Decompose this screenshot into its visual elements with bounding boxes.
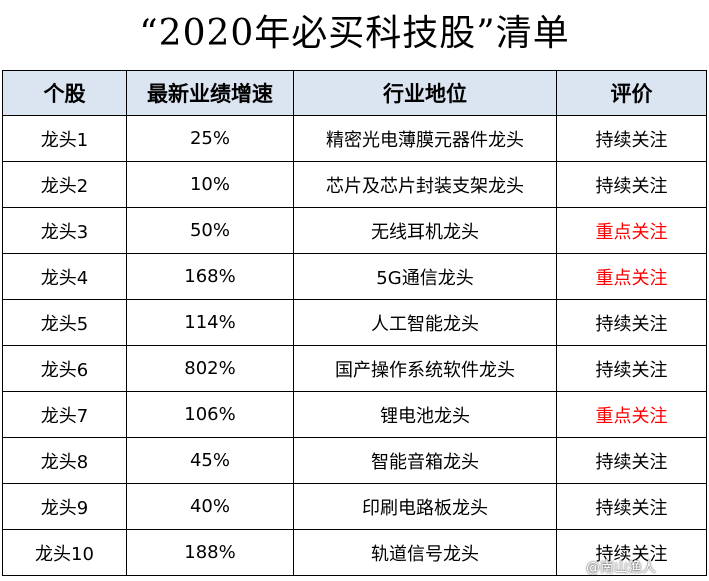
cell-growth: 40% [126, 483, 294, 530]
page-title: “2020年必买科技股”清单 [139, 13, 570, 54]
cell-stock: 龙头3 [2, 207, 127, 254]
cell-stock: 龙头7 [2, 391, 127, 438]
cell-growth: 168% [126, 253, 294, 300]
table-row: 龙头9 40% 印刷电路板龙头 持续关注 [2, 483, 707, 530]
header-position: 行业地位 [293, 70, 557, 116]
cell-stock: 龙头1 [2, 115, 127, 162]
table-row: 龙头5 114% 人工智能龙头 持续关注 [2, 299, 707, 346]
cell-rating: 持续关注 [556, 483, 707, 530]
cell-growth: 106% [126, 391, 294, 438]
cell-stock: 龙头6 [2, 345, 127, 392]
cell-rating: 重点关注 [556, 253, 707, 300]
table-row: 龙头4 168% 5G通信龙头 重点关注 [2, 253, 707, 300]
cell-rating: 持续关注 [556, 161, 707, 208]
cell-position: 芯片及芯片封装支架龙头 [293, 161, 557, 208]
cell-growth: 114% [126, 299, 294, 346]
cell-growth: 10% [126, 161, 294, 208]
stock-table: 个股 最新业绩增速 行业地位 评价 龙头1 25% 精密光电薄膜元器件龙头 持续… [2, 70, 707, 576]
table-row: 龙头2 10% 芯片及芯片封装支架龙头 持续关注 [2, 161, 707, 208]
cell-growth: 50% [126, 207, 294, 254]
cell-stock: 龙头2 [2, 161, 127, 208]
cell-stock: 龙头4 [2, 253, 127, 300]
table-row: 龙头1 25% 精密光电薄膜元器件龙头 持续关注 [2, 115, 707, 162]
table-row: 龙头3 50% 无线耳机龙头 重点关注 [2, 207, 707, 254]
cell-rating: 持续关注 [556, 299, 707, 346]
cell-rating: 持续关注 [556, 529, 707, 576]
cell-rating: 持续关注 [556, 345, 707, 392]
cell-position: 人工智能龙头 [293, 299, 557, 346]
cell-rating: 重点关注 [556, 391, 707, 438]
watermark: @南山渔人 [586, 560, 656, 576]
cell-rating: 重点关注 [556, 207, 707, 254]
cell-position: 国产操作系统软件龙头 [293, 345, 557, 392]
table-row: 龙头10 188% 轨道信号龙头 持续关注 [2, 529, 707, 576]
cell-stock: 龙头10 [2, 529, 127, 576]
cell-growth: 188% [126, 529, 294, 576]
cell-position: 精密光电薄膜元器件龙头 [293, 115, 557, 162]
cell-growth: 25% [126, 115, 294, 162]
cell-growth: 802% [126, 345, 294, 392]
table-row: 龙头7 106% 锂电池龙头 重点关注 [2, 391, 707, 438]
cell-position: 印刷电路板龙头 [293, 483, 557, 530]
cell-position: 5G通信龙头 [293, 253, 557, 300]
header-stock: 个股 [2, 70, 127, 116]
cell-growth: 45% [126, 437, 294, 484]
header-rating: 评价 [556, 70, 707, 116]
cell-position: 轨道信号龙头 [293, 529, 557, 576]
table-row: 龙头6 802% 国产操作系统软件龙头 持续关注 [2, 345, 707, 392]
cell-rating: 持续关注 [556, 115, 707, 162]
cell-stock: 龙头8 [2, 437, 127, 484]
cell-position: 智能音箱龙头 [293, 437, 557, 484]
cell-rating: 持续关注 [556, 437, 707, 484]
table-header-row: 个股 最新业绩增速 行业地位 评价 [2, 70, 707, 116]
cell-position: 锂电池龙头 [293, 391, 557, 438]
table-row: 龙头8 45% 智能音箱龙头 持续关注 [2, 437, 707, 484]
cell-stock: 龙头5 [2, 299, 127, 346]
header-growth: 最新业绩增速 [126, 70, 294, 116]
cell-stock: 龙头9 [2, 483, 127, 530]
cell-position: 无线耳机龙头 [293, 207, 557, 254]
